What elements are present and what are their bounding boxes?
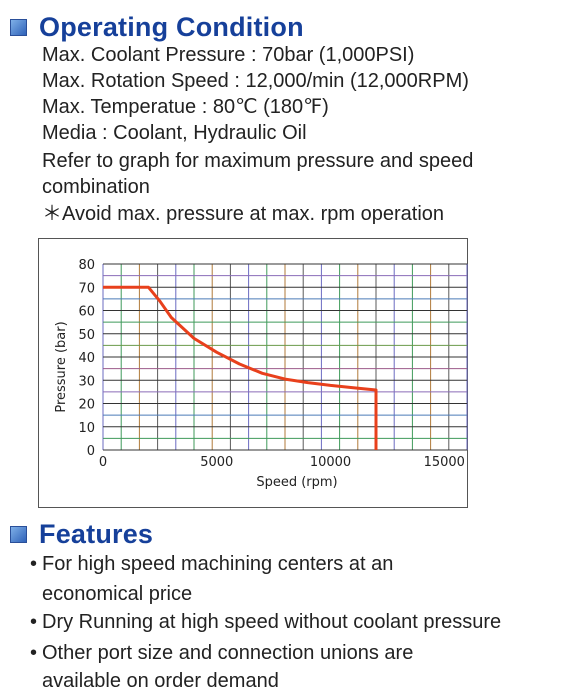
features-header: Features	[10, 519, 153, 550]
feature-item-3: • Other port size and connection unions a…	[30, 640, 413, 666]
graph-reference-line: Refer to graph for maximum pressure and …	[42, 150, 474, 172]
y-tick-label: 40	[78, 351, 95, 366]
y-tick-label: 50	[78, 328, 95, 343]
feature-item-1-continued: economical price	[42, 583, 193, 605]
operating-condition-header: Operating Condition	[10, 12, 304, 43]
max-coolant-pressure-line: Max. Coolant Pressure : 70bar (1,000PSI)	[42, 44, 415, 66]
bullet-dot-icon: •	[30, 553, 38, 575]
feature-item-3-text: Other port size and connection unions ar…	[42, 642, 414, 664]
feature-item-3-continued: available on order demand	[42, 670, 279, 692]
max-rotation-speed-line: Max. Rotation Speed : 12,000/min (12,000…	[42, 70, 469, 92]
y-tick-label: 70	[78, 281, 95, 296]
pressure-speed-chart-frame: 0 10 20 30 40 50 60 70 80 0 5000 10000 15000 Speed (…	[38, 238, 468, 508]
max-pressure-curve	[103, 285, 378, 450]
section-bullet-icon	[10, 526, 27, 543]
y-tick-label: 80	[78, 258, 95, 273]
feature-item-1-text: For high speed machining centers at an	[42, 553, 394, 575]
x-axis-label: Speed (rpm)	[256, 475, 337, 490]
x-tick-label: 10000	[310, 455, 351, 470]
feature-item-2-text: Dry Running at high speed without coolan…	[42, 611, 502, 633]
pressure-speed-chart: 0 10 20 30 40 50 60 70 80 0 5000 10000 15000 Speed (…	[54, 258, 468, 490]
max-temperature-line: Max. Temperatue : 80℃ (180℉)	[42, 96, 329, 118]
x-tick-label: 15000	[424, 455, 465, 470]
feature-item-1: • For high speed machining centers at an	[30, 551, 393, 577]
bullet-dot-icon: •	[30, 642, 38, 664]
bullet-dot-icon: •	[30, 611, 38, 633]
y-tick-label: 10	[78, 421, 95, 436]
y-tick-label: 30	[78, 374, 95, 389]
y-axis-label: Pressure (bar)	[54, 321, 69, 412]
graph-reference-line-continued: combination	[42, 176, 150, 198]
section-bullet-icon	[10, 19, 27, 36]
avoid-max-warning-line: ＊Avoid max. pressure at max. rpm operati…	[42, 203, 445, 225]
operating-condition-title: Operating Condition	[39, 12, 304, 42]
x-tick-label: 5000	[200, 455, 233, 470]
y-tick-label: 60	[78, 305, 95, 320]
media-line: Media : Coolant, Hydraulic Oil	[42, 122, 307, 144]
feature-item-2: • Dry Running at high speed without coola…	[30, 609, 501, 635]
x-tick-label: 0	[99, 455, 107, 470]
features-title: Features	[39, 519, 154, 549]
y-tick-label: 0	[87, 444, 95, 459]
y-tick-label: 20	[78, 398, 95, 413]
